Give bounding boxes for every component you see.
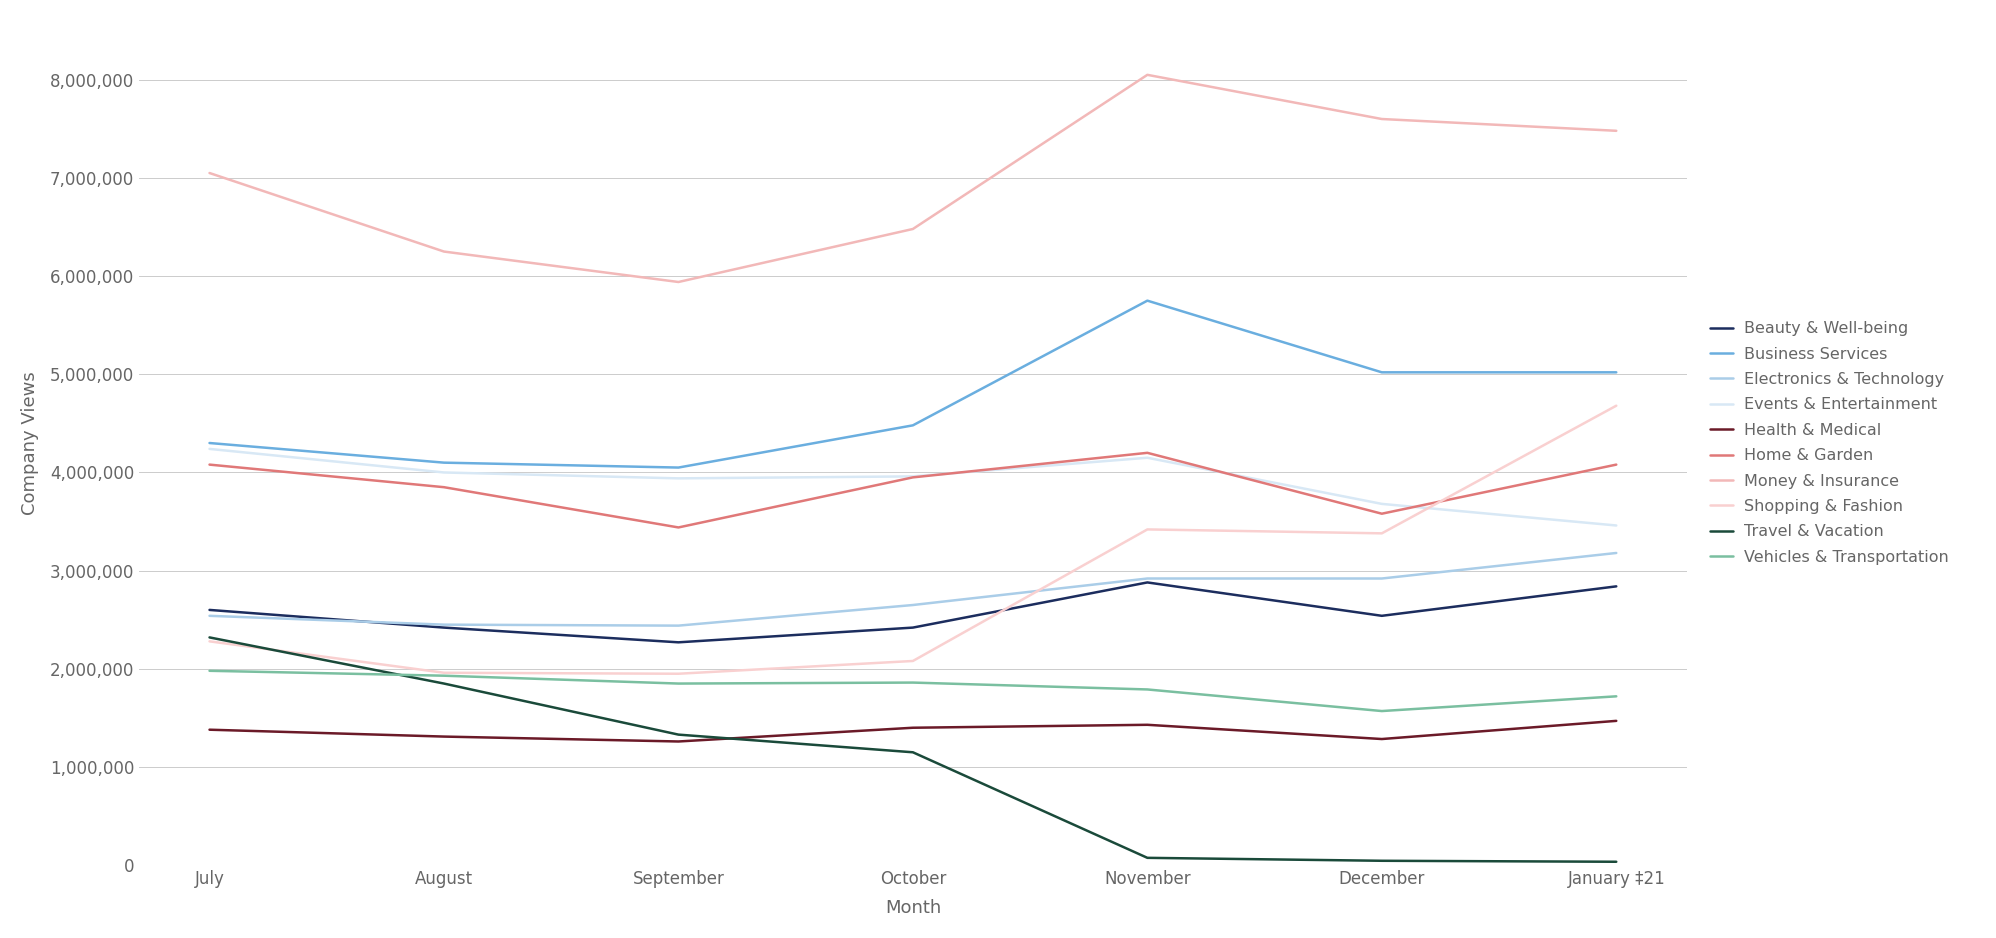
Events & Entertainment	[667, 473, 691, 484]
Beauty & Well-being	[667, 637, 691, 648]
Shopping & Fashion	[1605, 401, 1629, 412]
Home & Garden	[1605, 459, 1629, 470]
Money & Insurance	[667, 277, 691, 288]
Electronics & Technology	[1605, 548, 1629, 559]
Vehicles & Transportation	[431, 670, 455, 681]
Home & Garden	[431, 481, 455, 492]
Home & Garden	[198, 459, 222, 470]
Y-axis label: Company Views: Company Views	[20, 371, 38, 515]
Home & Garden	[667, 522, 691, 533]
Electronics & Technology	[1369, 573, 1393, 584]
Beauty & Well-being	[1136, 577, 1160, 588]
Business Services	[667, 461, 691, 473]
Travel & Vacation	[667, 729, 691, 740]
Health & Medical	[900, 722, 924, 734]
Vehicles & Transportation	[900, 677, 924, 688]
Vehicles & Transportation	[667, 678, 691, 689]
Line: Health & Medical: Health & Medical	[210, 721, 1617, 741]
Shopping & Fashion	[198, 636, 222, 647]
Line: Home & Garden: Home & Garden	[210, 453, 1617, 527]
Money & Insurance	[1369, 113, 1393, 125]
Money & Insurance	[198, 167, 222, 178]
Electronics & Technology	[900, 599, 924, 611]
Shopping & Fashion	[900, 656, 924, 667]
Health & Medical	[431, 731, 455, 742]
Beauty & Well-being	[431, 622, 455, 633]
Money & Insurance	[900, 223, 924, 234]
Health & Medical	[1605, 716, 1629, 727]
Events & Entertainment	[198, 444, 222, 455]
Events & Entertainment	[431, 467, 455, 478]
Shopping & Fashion	[1136, 523, 1160, 535]
Line: Money & Insurance: Money & Insurance	[210, 75, 1617, 282]
Vehicles & Transportation	[1136, 684, 1160, 695]
Travel & Vacation	[431, 678, 455, 689]
Money & Insurance	[431, 246, 455, 257]
Health & Medical	[667, 735, 691, 747]
Home & Garden	[900, 472, 924, 483]
Business Services	[1136, 295, 1160, 307]
Home & Garden	[1136, 447, 1160, 459]
Line: Travel & Vacation: Travel & Vacation	[210, 638, 1617, 862]
Business Services	[1605, 367, 1629, 378]
Travel & Vacation	[198, 632, 222, 643]
Shopping & Fashion	[667, 668, 691, 679]
Events & Entertainment	[900, 471, 924, 482]
Electronics & Technology	[1136, 573, 1160, 584]
Legend: Beauty & Well-being, Business Services, Electronics & Technology, Events & Enter: Beauty & Well-being, Business Services, …	[1703, 313, 1956, 573]
Money & Insurance	[1136, 69, 1160, 81]
Beauty & Well-being	[1369, 611, 1393, 622]
Shopping & Fashion	[1369, 528, 1393, 539]
Beauty & Well-being	[1605, 581, 1629, 592]
Events & Entertainment	[1605, 520, 1629, 531]
Events & Entertainment	[1369, 498, 1393, 509]
Travel & Vacation	[900, 747, 924, 758]
Beauty & Well-being	[900, 622, 924, 633]
Business Services	[198, 437, 222, 448]
Health & Medical	[1369, 734, 1393, 745]
Shopping & Fashion	[431, 667, 455, 678]
Money & Insurance	[1605, 125, 1629, 136]
Business Services	[900, 419, 924, 431]
Travel & Vacation	[1369, 855, 1393, 867]
Travel & Vacation	[1136, 853, 1160, 864]
Electronics & Technology	[667, 620, 691, 631]
Business Services	[1369, 367, 1393, 378]
Business Services	[431, 457, 455, 468]
Home & Garden	[1369, 508, 1393, 520]
Line: Shopping & Fashion: Shopping & Fashion	[210, 406, 1617, 673]
Line: Business Services: Business Services	[210, 301, 1617, 467]
X-axis label: Month: Month	[884, 900, 940, 917]
Events & Entertainment	[1136, 452, 1160, 463]
Electronics & Technology	[198, 611, 222, 622]
Health & Medical	[1136, 719, 1160, 731]
Vehicles & Transportation	[198, 665, 222, 676]
Line: Beauty & Well-being: Beauty & Well-being	[210, 582, 1617, 643]
Vehicles & Transportation	[1369, 705, 1393, 717]
Beauty & Well-being	[198, 604, 222, 615]
Line: Vehicles & Transportation: Vehicles & Transportation	[210, 671, 1617, 711]
Vehicles & Transportation	[1605, 690, 1629, 702]
Travel & Vacation	[1605, 856, 1629, 868]
Electronics & Technology	[431, 619, 455, 630]
Line: Events & Entertainment: Events & Entertainment	[210, 449, 1617, 525]
Health & Medical	[198, 724, 222, 735]
Line: Electronics & Technology: Electronics & Technology	[210, 553, 1617, 626]
